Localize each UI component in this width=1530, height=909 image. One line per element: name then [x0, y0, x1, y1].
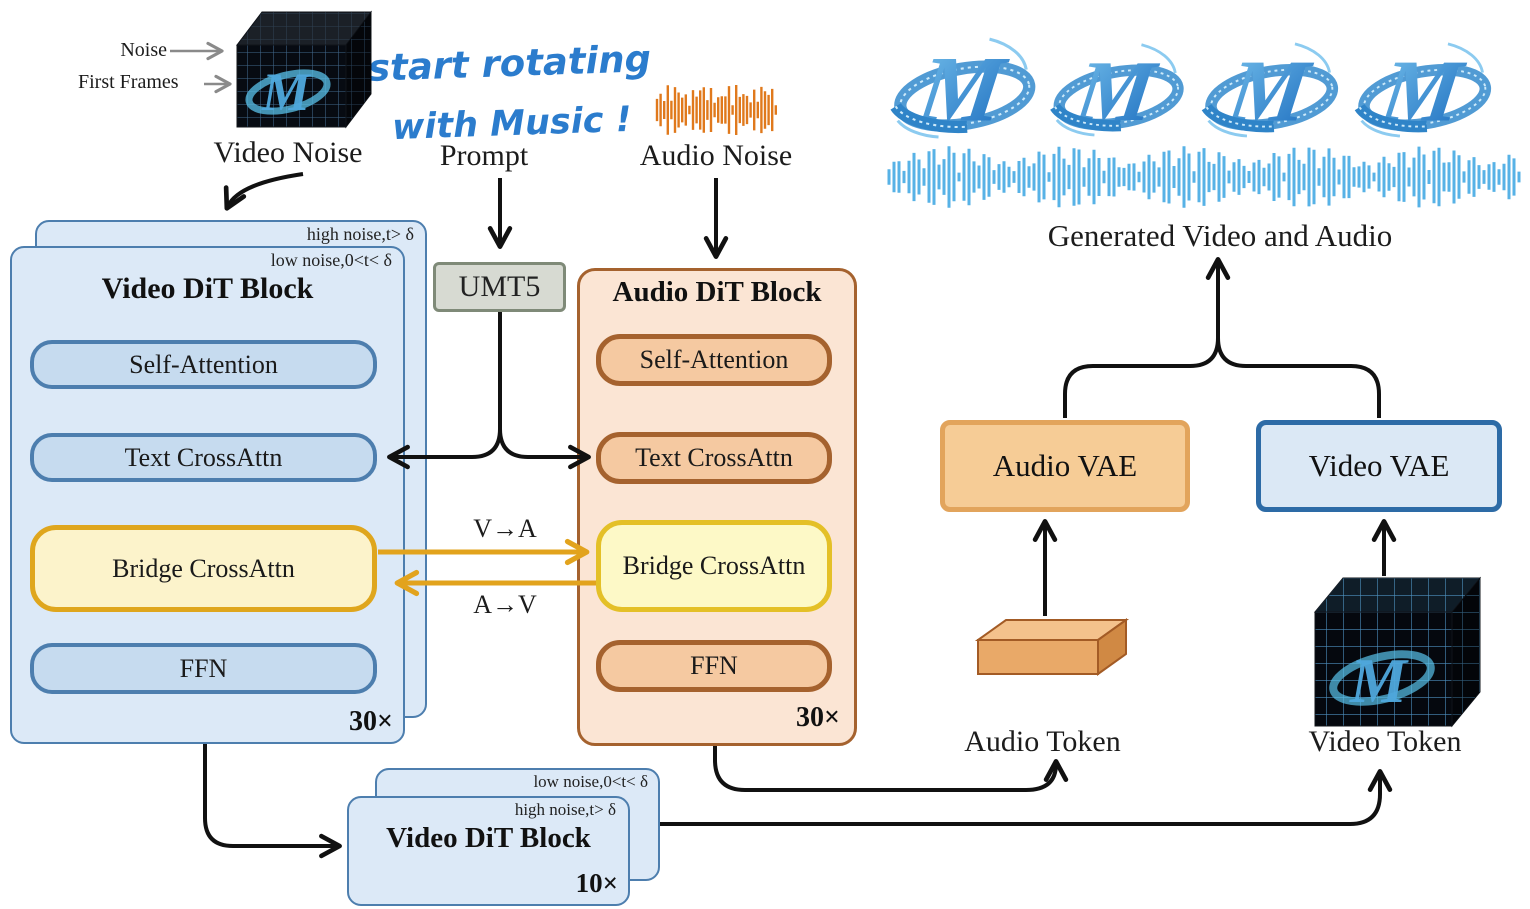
- audio-bridge-crossattn-box: Bridge CrossAttn: [596, 520, 832, 612]
- video-bridge-crossattn-box: Bridge CrossAttn: [30, 525, 377, 612]
- video-ffn-box: FFN: [30, 643, 377, 694]
- audio-dit-repeat-count: 30×: [796, 702, 840, 733]
- video-self-attention-box: Self-Attention: [30, 340, 377, 389]
- audio-noise-waveform-icon: [655, 85, 777, 135]
- bridge-a-to-v-label: A→V: [473, 590, 537, 619]
- video-block-to-refiner-arrow: [203, 744, 342, 859]
- prompt-label: Prompt: [439, 139, 529, 172]
- audio-token-icon: [974, 618, 1130, 676]
- video-noise-to-block-arrow: [223, 172, 304, 211]
- video-token-icon: M: [1313, 576, 1482, 728]
- video-noise-cube-icon: M: [235, 10, 373, 129]
- audio-vae-box: Audio VAE: [940, 420, 1190, 512]
- generated-video-frames-icon: [896, 38, 1490, 141]
- noise-label: Noise: [120, 39, 167, 61]
- audio-text-crossattn-box: Text CrossAttn: [596, 432, 832, 484]
- video-token-label: Video Token: [1308, 725, 1462, 758]
- vae-merge-to-output-arrow: [1063, 257, 1231, 418]
- audio-token-label: Audio Token: [964, 725, 1121, 758]
- m-logo-letter: M: [261, 62, 312, 122]
- video-dit-title: Video DiT Block: [101, 272, 314, 305]
- video-dit-front-tag: low noise,0<t< δ: [270, 250, 392, 270]
- refiner-dit-repeat-count: 10×: [575, 868, 618, 898]
- video-dit-back-tag: high noise,t> δ: [306, 224, 414, 244]
- video-vae-merge-line: [1216, 337, 1381, 418]
- bridge-v-to-a-label: V→A: [473, 514, 537, 543]
- video-text-crossattn-box: Text CrossAttn: [30, 433, 377, 482]
- first-frames-label: First Frames: [78, 71, 179, 93]
- video-vae-box: Video VAE: [1256, 420, 1502, 512]
- tagline-line2: with Music !: [391, 99, 633, 149]
- refiner-dit-card-front: [347, 796, 630, 906]
- refiner-dit-front-tag: high noise,t> δ: [514, 800, 616, 819]
- audio-ffn-box: FFN: [596, 640, 832, 692]
- video-noise-label: Video Noise: [213, 136, 363, 169]
- audio-noise-label: Audio Noise: [639, 139, 793, 172]
- umt5-to-audio-crossattn-arrow: [498, 428, 591, 470]
- umt5-encoder-box: UMT5: [433, 262, 566, 312]
- generated-audio-waveform-icon: [887, 146, 1521, 208]
- m-logo-letter: M: [1349, 645, 1409, 716]
- audio-self-attention-box: Self-Attention: [596, 334, 832, 386]
- generated-output-label: Generated Video and Audio: [1047, 218, 1393, 253]
- tagline-line1: start rotating: [367, 37, 652, 90]
- refiner-to-video-token-arrow: [660, 769, 1393, 826]
- video-dit-repeat-count: 30×: [349, 706, 393, 737]
- audio-dit-title: Audio DiT Block: [612, 276, 822, 308]
- refiner-dit-title: Video DiT Block: [386, 822, 591, 854]
- refiner-dit-back-tag: low noise,0<t< δ: [533, 772, 648, 791]
